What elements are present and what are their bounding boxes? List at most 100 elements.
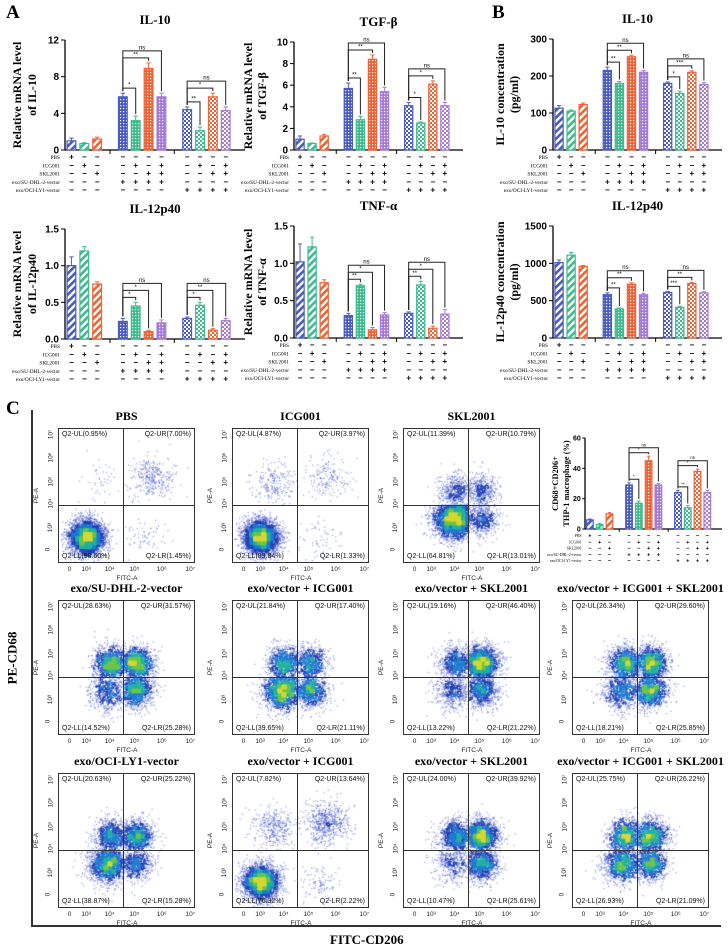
y-tick-label: 0.5 — [45, 298, 59, 309]
condition-sign: + — [702, 186, 707, 195]
quadrant-gate-vertical[interactable] — [297, 774, 299, 907]
condition-sign: + — [370, 169, 375, 178]
condition-sign: − — [95, 153, 100, 162]
condition-sign: + — [406, 186, 411, 195]
condition-sign: − — [370, 341, 375, 350]
condition-sign: − — [702, 341, 707, 350]
condition-sign: + — [443, 357, 448, 366]
y-tick-label: 10⁴ — [47, 670, 55, 681]
condition-sign: − — [569, 341, 574, 350]
condition-sign: + — [95, 169, 100, 178]
condition-label: ICG001 — [569, 540, 581, 544]
significance-label: * — [414, 92, 417, 98]
quadrant-gate-vertical[interactable] — [123, 601, 125, 734]
condition-sign: − — [665, 153, 670, 162]
condition-sign: + — [298, 153, 303, 162]
x-tick-label: 10⁶ — [501, 911, 512, 918]
quadrant-gate-vertical[interactable] — [123, 774, 125, 907]
flow-plot: Q2-UL(7.82%) Q2-UR(13.64%) Q2-LL(76.32%) Q2… — [232, 773, 370, 909]
y-tick-label: 10⁶ — [561, 624, 569, 635]
quadrant-gate-horizontal[interactable] — [404, 849, 539, 851]
condition-sign: − — [676, 540, 680, 546]
condition-sign: − — [569, 169, 574, 178]
condition-sign: + — [382, 177, 387, 186]
quadrant-gate-vertical[interactable] — [297, 429, 299, 562]
condition-sign: + — [198, 375, 203, 384]
significance-bracket — [606, 270, 645, 292]
quadrant-gate-vertical[interactable] — [468, 429, 470, 562]
condition-label: ICG001 — [272, 163, 289, 169]
bar — [143, 331, 154, 340]
x-channel-label: FITC-A — [290, 747, 312, 754]
condition-sign: − — [185, 153, 190, 162]
significance-label: ns — [622, 265, 628, 271]
significance-label: *** — [670, 281, 678, 287]
quadrant-gate-horizontal[interactable] — [233, 504, 368, 506]
quadrant-gate-horizontal[interactable] — [404, 676, 539, 678]
condition-sign: + — [146, 177, 151, 186]
condition-sign: − — [665, 349, 670, 358]
y-tick-label: 10⁴ — [561, 670, 569, 681]
condition-sign: − — [406, 349, 411, 358]
x-tick-label: 10³ — [81, 911, 91, 918]
condition-sign: − — [406, 177, 411, 186]
condition-sign: − — [211, 350, 216, 359]
condition-sign: + — [358, 349, 363, 358]
condition-sign: − — [358, 357, 363, 366]
condition-sign: − — [557, 161, 562, 170]
x-tick-label: 10⁴ — [104, 738, 115, 745]
quadrant-label-lr: Q2-LR(25.85%) — [655, 725, 705, 732]
bar — [319, 135, 329, 151]
condition-sign: + — [298, 341, 303, 350]
y-tick-label: 10⁴ — [392, 670, 400, 681]
condition-sign: − — [223, 153, 228, 162]
condition-sign: − — [95, 366, 100, 375]
x-tick-label: 10⁷ — [699, 911, 710, 918]
condition-sign: − — [706, 534, 710, 540]
condition-sign: + — [702, 349, 707, 358]
condition-sign: − — [617, 186, 622, 195]
y-tick-label: 0.0 — [274, 334, 288, 345]
quadrant-gate-horizontal[interactable] — [404, 504, 539, 506]
quadrant-gate-horizontal[interactable] — [59, 504, 194, 506]
condition-sign: − — [605, 153, 610, 162]
flow-scatter — [233, 774, 370, 909]
bar — [699, 292, 709, 339]
quadrant-gate-horizontal[interactable] — [59, 849, 194, 851]
quadrant-gate-horizontal[interactable] — [233, 849, 368, 851]
condition-sign: − — [637, 546, 641, 552]
quadrant-gate-vertical[interactable] — [637, 774, 639, 907]
chart-B-IL12p40: IL-12p40 IL-12p40 concentration (pg/ml) 0 50… — [493, 198, 722, 383]
quadrant-gate-horizontal[interactable] — [573, 676, 708, 678]
quadrant-gate-vertical[interactable] — [123, 429, 125, 562]
y-tick-label: 10⁶ — [221, 797, 229, 808]
condition-label: exo/SU-DHL-2-vector — [12, 180, 60, 186]
condition-sign: − — [665, 177, 670, 186]
condition-sign: + — [657, 540, 661, 546]
quadrant-gate-vertical[interactable] — [637, 601, 639, 734]
quadrant-gate-vertical[interactable] — [297, 601, 299, 734]
quadrant-gate-horizontal[interactable] — [59, 676, 194, 678]
quadrant-gate-horizontal[interactable] — [233, 676, 368, 678]
x-tick-label: 10⁴ — [104, 566, 115, 573]
condition-sign: + — [637, 552, 641, 558]
quadrant-gate-vertical[interactable] — [468, 601, 470, 734]
quadrant-gate-horizontal[interactable] — [573, 849, 708, 851]
quadrant-gate-vertical[interactable] — [468, 774, 470, 907]
significance-label: * — [359, 267, 362, 273]
y-tick-label: 2 — [282, 124, 288, 135]
significance-label: ns — [139, 278, 145, 284]
y-tick-label: 10⁵ — [561, 821, 569, 832]
condition-sign: − — [627, 534, 631, 540]
condition-sign: − — [443, 365, 448, 374]
condition-sign: − — [581, 153, 586, 162]
y-tick-label: 60 — [573, 435, 581, 442]
condition-sign: − — [198, 153, 203, 162]
condition-sign: − — [310, 177, 315, 186]
condition-sign: − — [185, 366, 190, 375]
condition-sign: − — [298, 374, 303, 383]
quadrant-label-ul: Q2-UL(25.75%) — [576, 776, 626, 783]
condition-sign: + — [223, 358, 228, 367]
y-tick-label: 0 — [44, 892, 52, 896]
significance-label: ** — [352, 274, 357, 280]
